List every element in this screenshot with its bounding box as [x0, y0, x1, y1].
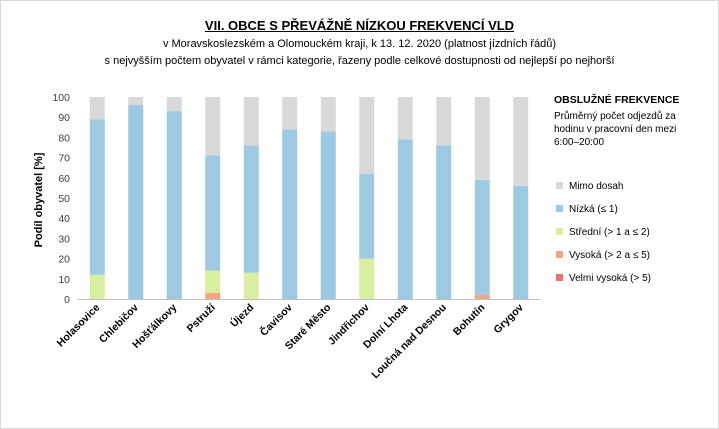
y-tick-label: 70 — [58, 153, 70, 165]
bar-segment — [205, 292, 221, 299]
legend-swatch — [556, 228, 563, 235]
x-tick-label: Újezd — [227, 301, 256, 330]
y-tick-label: 20 — [58, 254, 70, 266]
bar-segment — [513, 97, 529, 186]
chart-subtitle-line-2: s nejvyšším počtem obyvatel v rámci kate… — [104, 55, 615, 67]
legend-item: Nízká (≤ 1) — [556, 204, 618, 215]
bar-segment — [166, 97, 182, 112]
y-tick-label: 30 — [58, 233, 70, 245]
bar-segment — [474, 97, 490, 180]
bar-segment — [205, 155, 221, 271]
bar-segment — [128, 97, 144, 106]
x-tick-label: Bohutín — [451, 302, 488, 339]
legend-label: Vysoká (> 2 a ≤ 5) — [569, 250, 650, 261]
legend-swatch — [556, 182, 563, 189]
y-axis: 0 10 20 30 40 50 60 70 80 90 100 — [52, 92, 70, 306]
y-tick-label: 0 — [64, 294, 70, 306]
legend-description: Průměrný počet odjezdů za hodinu v praco… — [554, 111, 677, 148]
legend-label: Střední (> 1 a ≤ 2) — [569, 227, 650, 238]
y-axis-label: Podíl obyvatel [%] — [33, 152, 45, 247]
legend-item: Vysoká (> 2 a ≤ 5) — [556, 250, 650, 261]
y-tick-label: 40 — [58, 213, 70, 225]
bar-segment — [359, 258, 375, 299]
legend-item: Střední (> 1 a ≤ 2) — [556, 227, 650, 238]
bar-segment — [436, 145, 452, 299]
bar-segment — [89, 274, 105, 299]
x-tick-label: Čavisov — [257, 301, 295, 339]
bar-segment — [243, 272, 259, 299]
chart-title: VII. OBCE S PŘEVÁŽNĚ NÍZKOU FREKVENCÍ VL… — [204, 18, 515, 33]
bar-segment — [320, 131, 336, 299]
bar-segment — [474, 179, 490, 295]
y-tick-label: 10 — [58, 274, 70, 286]
bar-segment — [513, 185, 529, 299]
bar-stacks — [89, 97, 529, 299]
y-tick-label: 100 — [52, 92, 70, 104]
bar-segment — [128, 105, 144, 299]
bar-segment — [359, 97, 375, 174]
bar-segment — [89, 119, 105, 275]
bar-segment — [282, 129, 298, 299]
bar-segment — [282, 97, 298, 130]
x-tick-label: Loučná nad Desnou — [369, 302, 448, 381]
legend-label: Mimo dosah — [569, 181, 624, 192]
bar-segment — [474, 294, 490, 299]
y-tick-label: 50 — [58, 193, 70, 205]
bar-segment — [320, 97, 336, 132]
bar-segment — [243, 145, 259, 273]
bar-segment — [436, 97, 452, 146]
x-tick-label: Holasovice — [55, 302, 103, 350]
legend-swatch — [556, 205, 563, 212]
y-tick-label: 60 — [58, 173, 70, 185]
bar-segment — [397, 139, 413, 299]
bar-segment — [89, 97, 105, 120]
legend-item: Velmi vysoká (> 5) — [556, 273, 651, 284]
bar-segment — [205, 270, 221, 293]
legend-swatch — [556, 251, 563, 258]
bar-segment — [166, 111, 182, 299]
x-tick-label: Grygov — [491, 302, 526, 337]
y-tick-label: 80 — [58, 132, 70, 144]
legend-item: Mimo dosah — [556, 181, 623, 192]
legend-swatch — [556, 274, 563, 281]
bar-segment — [359, 173, 375, 259]
bar-segment — [397, 97, 413, 140]
legend-label: Velmi vysoká (> 5) — [569, 273, 651, 284]
bar-segment — [205, 97, 221, 156]
legend-label: Nízká (≤ 1) — [569, 204, 618, 215]
legend-title: OBSLUŽNÉ FREKVENCE — [554, 94, 680, 106]
y-tick-label: 90 — [58, 112, 70, 124]
x-tick-label: Pstruží — [185, 301, 219, 335]
chart-subtitle-line-1: v Moravskoslezském a Olomouckém kraji, k… — [162, 38, 557, 50]
bar-segment — [243, 97, 259, 146]
